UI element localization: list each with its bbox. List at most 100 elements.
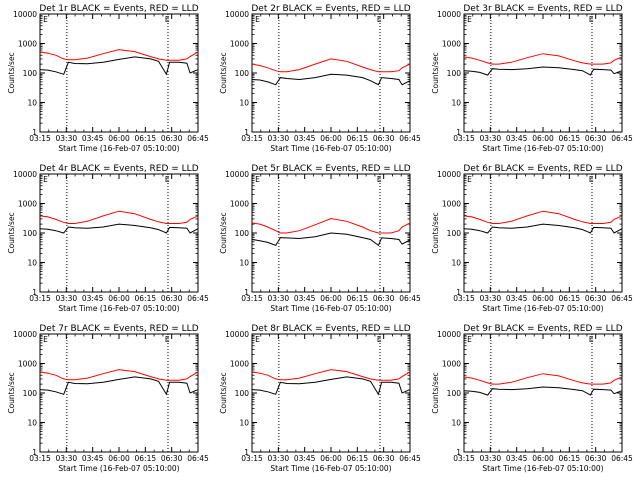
e-marker: E (43, 175, 48, 184)
series-lld-line (39, 210, 199, 224)
series-events-line (39, 376, 199, 396)
y-tick-label: 1000 (230, 360, 249, 369)
x-tick-label: 06:30 (161, 294, 183, 303)
series-lld-line (463, 210, 623, 224)
panel-det-7: Det 7r BLACK = Events, RED = LLD 1 10 100 10… (7, 324, 209, 473)
e-marker: E (43, 15, 48, 24)
x-tick-label: 06:45 (399, 294, 421, 303)
series-lld-line (251, 58, 411, 73)
series-events-line (39, 223, 199, 234)
e-marker: E (255, 175, 260, 184)
y-tick-label: 1 (32, 288, 37, 297)
x-axis-label: Start Time (16-Feb-07 05:10:00) (270, 144, 391, 153)
y-tick-label: 10 (239, 419, 249, 428)
x-tick-label: 06:00 (108, 454, 130, 463)
y-tick-label: 1 (244, 128, 249, 137)
series-events-line (251, 232, 411, 247)
y-tick-label: 100 (235, 229, 250, 238)
x-tick-label: 06:15 (135, 294, 157, 303)
x-tick-label: 03:45 (506, 134, 528, 143)
y-tick-label: 10 (451, 99, 461, 108)
e-marker: E (377, 175, 382, 184)
panel-title: Det 3r BLACK = Events, RED = LLD (463, 4, 622, 14)
x-tick-label: 06:30 (373, 454, 395, 463)
e-marker: E (165, 335, 170, 344)
y-tick-label: 10000 (13, 330, 37, 339)
y-axis-label: Counts/sec (7, 52, 16, 93)
x-tick-label: 03:30 (268, 294, 290, 303)
e-marker: E (377, 335, 382, 344)
x-tick-label: 03:30 (480, 294, 502, 303)
y-tick-label: 100 (447, 229, 462, 238)
x-tick-label: 03:45 (82, 454, 104, 463)
y-tick-label: 1000 (18, 360, 37, 369)
x-tick-label: 06:15 (559, 294, 581, 303)
x-tick-label: 06:00 (108, 134, 130, 143)
x-tick-label: 06:45 (399, 454, 421, 463)
x-tick-label: 03:45 (82, 134, 104, 143)
x-tick-label: 06:45 (187, 454, 209, 463)
y-axis-label: Counts/sec (219, 212, 228, 253)
x-tick-label: 06:30 (373, 134, 395, 143)
panel-title: Det 5r BLACK = Events, RED = LLD (251, 164, 410, 174)
series-events-line (463, 223, 623, 234)
y-tick-label: 10 (239, 259, 249, 268)
x-tick-label: 06:15 (347, 454, 369, 463)
panel-title: Det 4r BLACK = Events, RED = LLD (39, 164, 198, 174)
x-tick-label: 03:15 (241, 454, 263, 463)
panel-title: Det 9r BLACK = Events, RED = LLD (463, 324, 622, 334)
y-tick-label: 1 (456, 448, 461, 457)
panel-det-1: Det 1r BLACK = Events, RED = LLD 1 10 100 10… (7, 4, 209, 153)
panel-det-2: Det 2r BLACK = Events, RED = LLD 1 10 100 10… (219, 4, 421, 153)
y-tick-label: 1000 (18, 200, 37, 209)
y-tick-label: 10000 (13, 170, 37, 179)
y-tick-label: 1 (456, 128, 461, 137)
plot-frame (463, 333, 623, 453)
series-events-line (463, 386, 623, 396)
x-tick-label: 03:15 (29, 294, 51, 303)
e-marker: E (467, 335, 472, 344)
y-tick-label: 100 (235, 69, 250, 78)
y-tick-label: 10000 (225, 10, 249, 19)
y-axis-label: Counts/sec (431, 212, 440, 253)
y-tick-label: 10000 (225, 170, 249, 179)
y-axis-label: Counts/sec (219, 52, 228, 93)
y-axis-label: Counts/sec (7, 212, 16, 253)
y-tick-label: 10000 (437, 170, 461, 179)
x-tick-label: 06:15 (347, 134, 369, 143)
x-tick-label: 06:30 (585, 294, 607, 303)
panel-det-3: Det 3r BLACK = Events, RED = LLD 1 10 100 10… (431, 4, 633, 153)
y-tick-label: 1 (32, 128, 37, 137)
series-lld-line (463, 373, 623, 385)
y-tick-label: 100 (23, 229, 38, 238)
panel-title: Det 8r BLACK = Events, RED = LLD (251, 324, 410, 334)
x-tick-label: 06:30 (161, 134, 183, 143)
y-axis-label: Counts/sec (219, 372, 228, 413)
series-lld-line (251, 217, 411, 234)
x-tick-label: 03:45 (82, 294, 104, 303)
y-axis-label: Counts/sec (7, 372, 16, 413)
panel-det-6: Det 6r BLACK = Events, RED = LLD 1 10 100 10… (431, 164, 633, 313)
x-tick-label: 03:15 (29, 134, 51, 143)
panel-title: Det 2r BLACK = Events, RED = LLD (251, 4, 410, 14)
x-axis-label: Start Time (16-Feb-07 05:10:00) (58, 464, 179, 473)
x-tick-label: 03:15 (241, 134, 263, 143)
y-tick-label: 1000 (442, 200, 461, 209)
y-tick-label: 10 (27, 259, 37, 268)
y-tick-label: 10000 (437, 330, 461, 339)
series-lld-line (251, 369, 411, 381)
x-tick-label: 03:15 (453, 134, 475, 143)
e-marker: E (165, 15, 170, 24)
x-tick-label: 03:30 (56, 454, 78, 463)
x-axis-label: Start Time (16-Feb-07 05:10:00) (482, 304, 603, 313)
y-tick-label: 1 (244, 448, 249, 457)
x-tick-label: 03:45 (506, 454, 528, 463)
x-axis-label: Start Time (16-Feb-07 05:10:00) (270, 304, 391, 313)
panel-det-9: Det 9r BLACK = Events, RED = LLD 1 10 100 10… (431, 324, 633, 473)
e-marker: E (467, 175, 472, 184)
x-tick-label: 06:45 (187, 134, 209, 143)
x-tick-label: 03:30 (480, 134, 502, 143)
x-tick-label: 03:30 (268, 134, 290, 143)
x-tick-label: 06:45 (399, 134, 421, 143)
y-tick-label: 1 (456, 288, 461, 297)
